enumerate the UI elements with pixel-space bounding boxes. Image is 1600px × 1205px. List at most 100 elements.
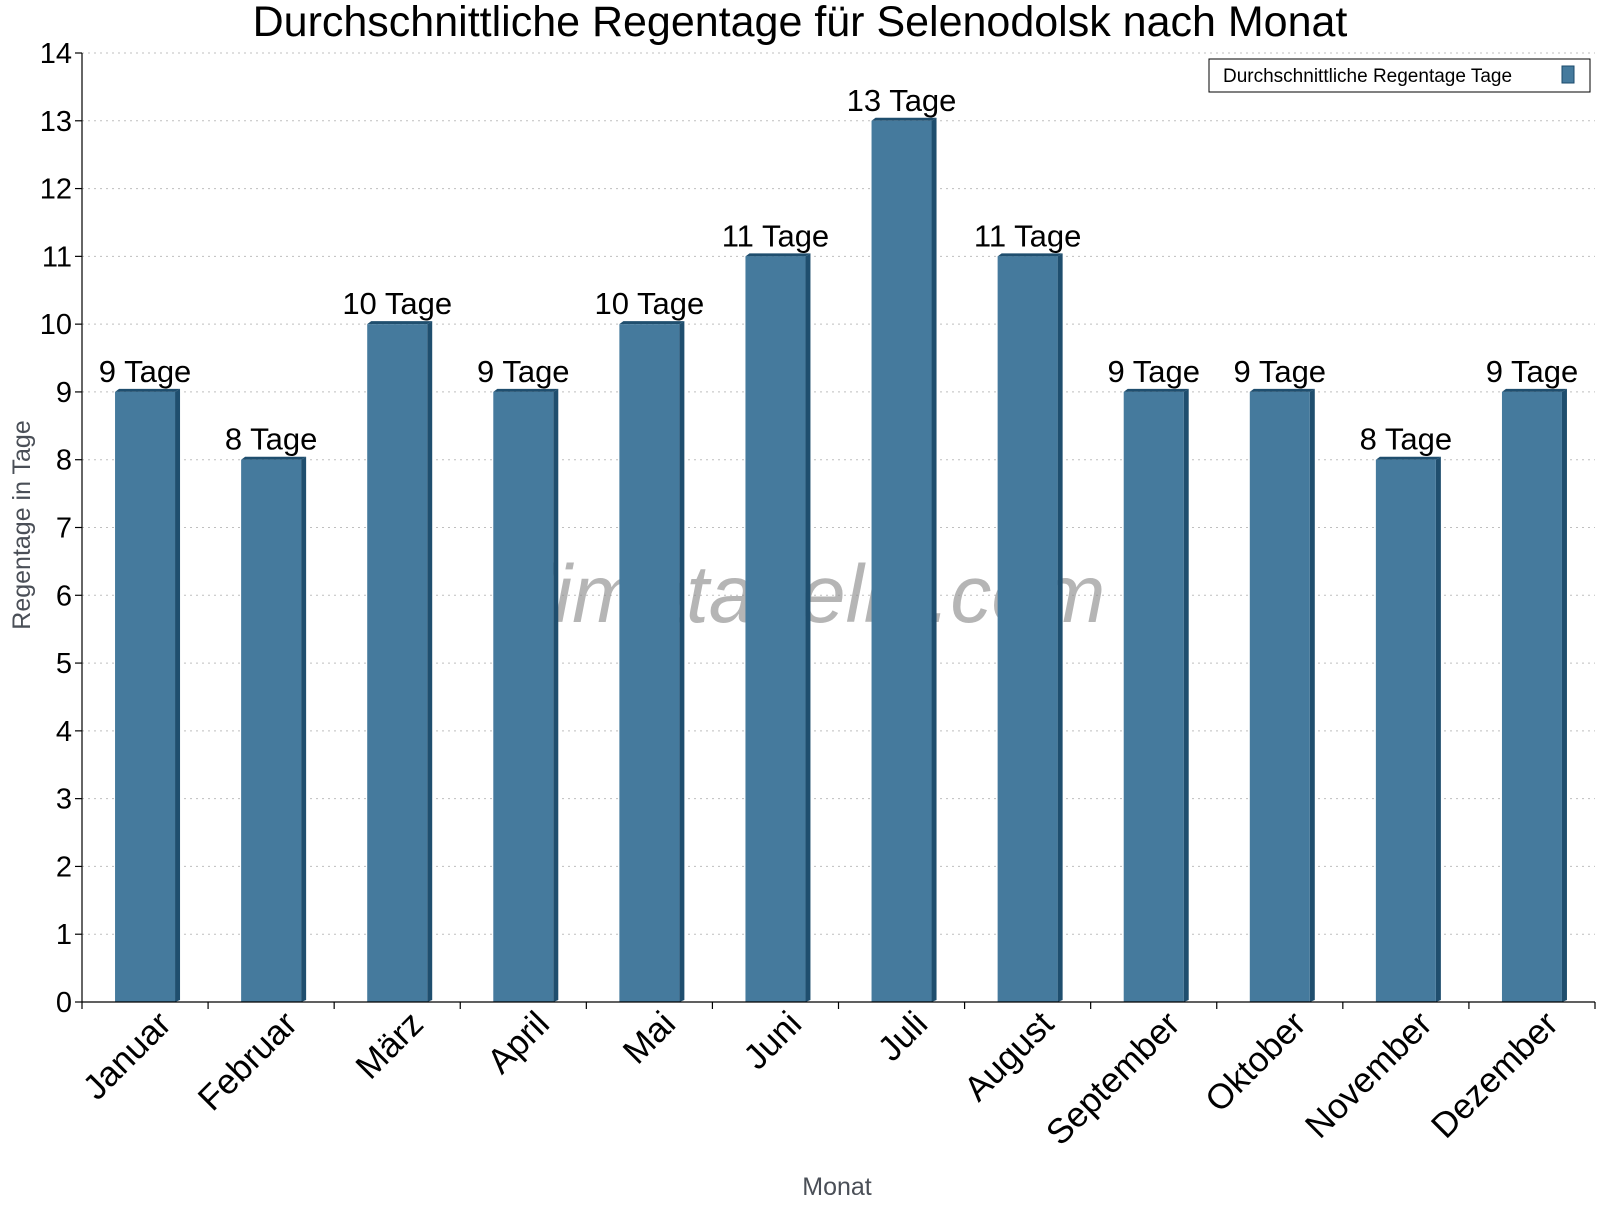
bar-side bbox=[1183, 388, 1189, 1002]
bar-front bbox=[871, 120, 932, 1003]
bar-front bbox=[1375, 459, 1436, 1002]
x-tick-labels: Januar Februar März April Mai Juni Juli AugustS… bbox=[75, 1004, 1565, 1153]
data-label: 10 Tage bbox=[594, 286, 704, 321]
y-tick-label: 5 bbox=[56, 648, 72, 680]
y-tick-label: 14 bbox=[40, 38, 72, 70]
y-tick-label: 8 bbox=[56, 445, 72, 477]
bars-group bbox=[115, 117, 1567, 1003]
bar-top bbox=[619, 321, 685, 325]
y-tick-label: 13 bbox=[40, 106, 72, 138]
y-tick-label: 0 bbox=[56, 987, 72, 1019]
data-label: 8 Tage bbox=[1360, 422, 1453, 457]
y-tick-label: 11 bbox=[42, 241, 72, 273]
bar-side bbox=[553, 388, 559, 1002]
data-label: 9 Tage bbox=[1234, 354, 1327, 389]
chart-title: Durchschnittliche Regentage für Selenodo… bbox=[253, 0, 1348, 46]
y-tick-label: 7 bbox=[56, 513, 72, 545]
bar-front bbox=[997, 256, 1058, 1002]
x-tick-label: Dezember bbox=[1424, 1004, 1566, 1146]
x-tick-label: März bbox=[348, 1004, 431, 1087]
bar-top bbox=[241, 456, 307, 460]
legend-box bbox=[1208, 58, 1591, 93]
bar-top bbox=[1375, 456, 1441, 460]
bar-februar bbox=[241, 456, 307, 1002]
bar-top bbox=[115, 388, 181, 392]
bar-mai bbox=[619, 321, 685, 1003]
y-tick-label: 1 bbox=[56, 919, 72, 951]
x-tick-label: Juni bbox=[736, 1004, 809, 1077]
data-label: 9 Tage bbox=[1107, 354, 1200, 389]
bar-front bbox=[367, 324, 428, 1003]
y-axis-label: Regentage in Tage bbox=[8, 420, 36, 629]
x-tick-label: Januar bbox=[75, 1004, 178, 1107]
bar-front bbox=[1501, 391, 1562, 1002]
legend: Durchschnittliche Regentage Tage bbox=[1208, 58, 1591, 93]
y-tick-label: 12 bbox=[40, 174, 72, 206]
x-tick-label: August bbox=[957, 1004, 1062, 1109]
bar-front bbox=[1249, 391, 1310, 1002]
bar-front bbox=[115, 391, 176, 1002]
x-tick-label: November bbox=[1298, 1004, 1440, 1146]
bar-top bbox=[1249, 388, 1315, 392]
bar-märz bbox=[367, 321, 433, 1003]
bar-top bbox=[997, 253, 1063, 257]
y-tick-label: 10 bbox=[40, 309, 72, 341]
bar-top bbox=[367, 321, 433, 325]
y-tick-label: 2 bbox=[56, 851, 72, 883]
x-tick-label: Februar bbox=[191, 1004, 305, 1118]
bar-side bbox=[1309, 388, 1315, 1002]
bar-juni bbox=[745, 253, 811, 1002]
data-labels: 9 Tage 8 Tage 10 Tage 9 Tage 10 Tage 11 Tage 1… bbox=[99, 83, 1578, 457]
bar-front bbox=[1123, 391, 1184, 1002]
data-label: 11 Tage bbox=[974, 218, 1081, 253]
grid-lines bbox=[82, 52, 1595, 935]
bar-side bbox=[175, 388, 181, 1002]
bar-september bbox=[1123, 388, 1189, 1002]
bar-top bbox=[493, 388, 559, 392]
x-tick-label: September bbox=[1039, 1004, 1188, 1153]
bar-side bbox=[679, 321, 685, 1003]
bar-juli bbox=[871, 117, 937, 1003]
y-tick-label: 9 bbox=[56, 377, 72, 409]
bar-front bbox=[619, 324, 680, 1003]
x-axis-label: Monat bbox=[802, 1173, 872, 1200]
x-tick-label: April bbox=[480, 1004, 557, 1081]
bar-front bbox=[493, 391, 554, 1002]
bar-side bbox=[805, 253, 811, 1002]
bar-august bbox=[997, 253, 1063, 1002]
legend-swatch bbox=[1561, 65, 1575, 84]
bar-side bbox=[301, 456, 307, 1002]
bar-front bbox=[745, 256, 806, 1002]
y-tick-label: 3 bbox=[56, 784, 72, 816]
bar-front bbox=[241, 459, 302, 1002]
bar-side bbox=[1561, 388, 1567, 1002]
data-label: 11 Tage bbox=[722, 218, 829, 253]
bar-side bbox=[1057, 253, 1063, 1002]
axes bbox=[75, 52, 1596, 1009]
data-label: 8 Tage bbox=[225, 422, 318, 457]
bar-top bbox=[745, 253, 811, 257]
bar-side bbox=[427, 321, 433, 1003]
bar-side bbox=[1435, 456, 1441, 1002]
x-tick-label: Mai bbox=[616, 1004, 683, 1071]
bar-top bbox=[1123, 388, 1189, 392]
bar-januar bbox=[115, 388, 181, 1002]
data-label: 13 Tage bbox=[847, 83, 957, 118]
bar-oktober bbox=[1249, 388, 1315, 1002]
data-label: 10 Tage bbox=[342, 286, 452, 321]
legend-label: Durchschnittliche Regentage Tage bbox=[1223, 66, 1512, 87]
bar-april bbox=[493, 388, 559, 1002]
bar-november bbox=[1375, 456, 1441, 1002]
bar-side bbox=[931, 117, 937, 1003]
bar-top bbox=[871, 117, 937, 121]
x-tick-label: Juli bbox=[870, 1004, 935, 1069]
bar-dezember bbox=[1501, 388, 1567, 1002]
data-label: 9 Tage bbox=[99, 354, 192, 389]
data-label: 9 Tage bbox=[1486, 354, 1579, 389]
y-tick-label: 6 bbox=[56, 580, 72, 612]
y-tick-label: 4 bbox=[56, 716, 72, 748]
x-tick-label: Oktober bbox=[1198, 1004, 1314, 1120]
